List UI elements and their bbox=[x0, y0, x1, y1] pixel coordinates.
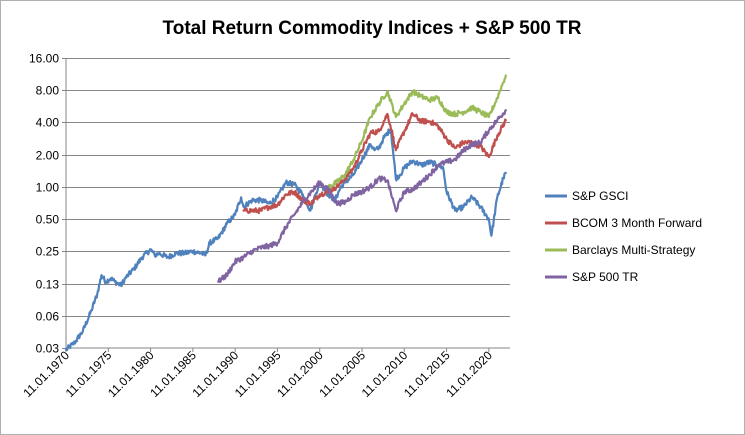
axes bbox=[65, 58, 510, 349]
y-tick-labels: 0.03 0.06 0.13 0.25 0.50 1.00 2.00 4.00 8.00 16.0… bbox=[29, 52, 59, 356]
y-tick-label: 2.00 bbox=[36, 149, 60, 163]
series-line-bcom-3-month-forward bbox=[242, 112, 507, 215]
y-tick-label: 8.00 bbox=[36, 84, 60, 98]
y-tick-label: 0.06 bbox=[36, 310, 60, 324]
legend-label: S&P 500 TR bbox=[572, 270, 639, 284]
legend-label: S&P GSCI bbox=[572, 189, 628, 203]
y-gridlines bbox=[62, 58, 510, 349]
series-lines bbox=[64, 74, 507, 351]
y-tick-label: 0.25 bbox=[36, 245, 60, 259]
y-tick-label: 1.00 bbox=[36, 181, 60, 195]
y-tick-label: 0.03 bbox=[36, 342, 60, 356]
legend-label: Barclays Multi-Strategy bbox=[572, 243, 695, 257]
y-tick-label: 0.13 bbox=[36, 278, 60, 292]
legend-label: BCOM 3 Month Forward bbox=[572, 216, 702, 230]
y-tick-label: 4.00 bbox=[36, 116, 60, 130]
legend: S&P GSCI BCOM 3 Month Forward Barclays Mul… bbox=[545, 189, 702, 284]
y-tick-label: 16.00 bbox=[29, 52, 59, 66]
y-tick-label: 0.50 bbox=[36, 213, 60, 227]
series-line-s-p-500-tr bbox=[217, 109, 507, 283]
chart-title: Total Return Commodity Indices + S&P 500… bbox=[163, 18, 582, 39]
series-line-barclays-multi-strategy bbox=[327, 74, 507, 189]
series-line-s-p-gsci bbox=[64, 127, 507, 351]
